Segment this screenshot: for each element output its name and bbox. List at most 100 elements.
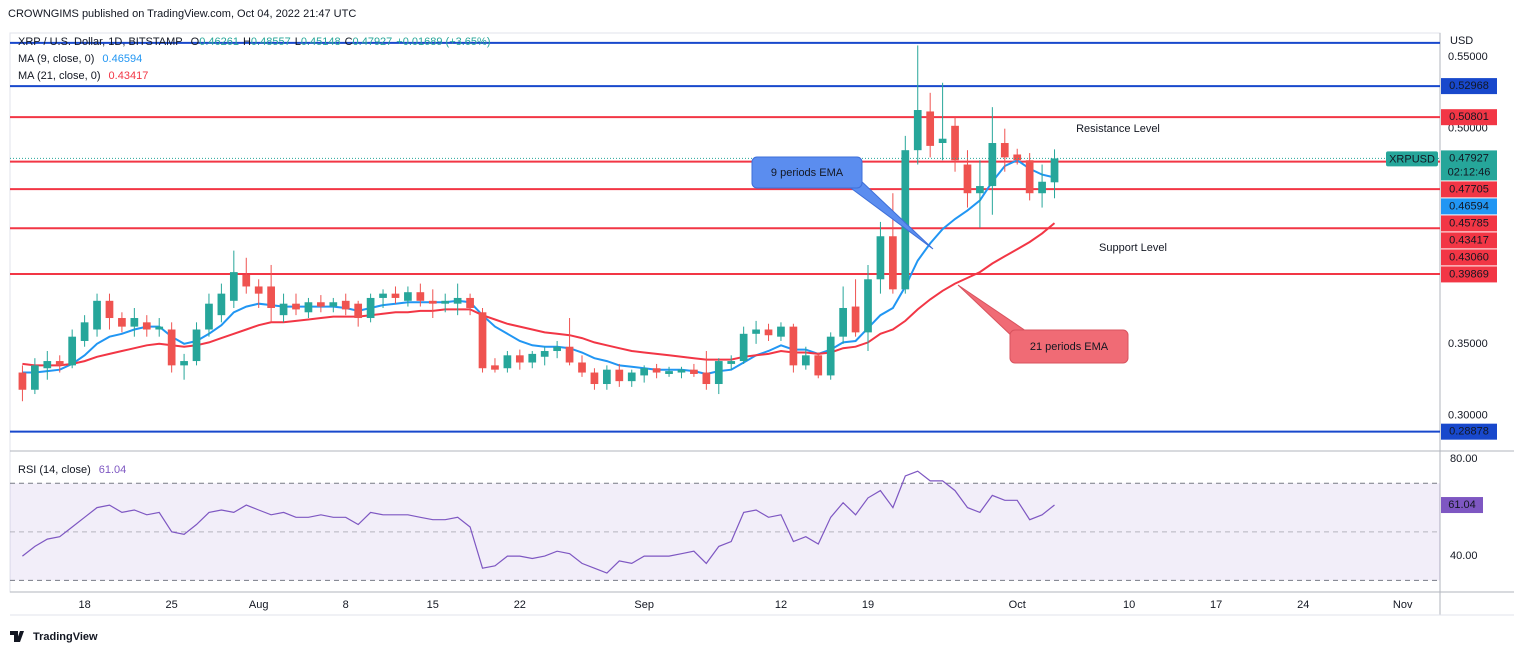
rsi-legend-value: 61.04 <box>99 464 127 476</box>
candle-body <box>901 150 910 290</box>
candle-body <box>739 333 748 362</box>
candle-body <box>1050 158 1059 183</box>
candle-body <box>205 303 213 330</box>
candle-body <box>441 300 450 304</box>
ohlc-value: 0.46261 <box>199 36 239 48</box>
candle-body <box>528 353 537 363</box>
ohlc-prefix: L <box>295 36 301 48</box>
ma-legend-value: 0.43417 <box>109 70 149 82</box>
annotation: Support Level <box>1099 242 1167 254</box>
candle-body <box>105 300 114 319</box>
candle-body <box>926 111 935 146</box>
candle-body <box>478 312 487 369</box>
price-tag-countdown: 02:12:46 <box>1448 166 1491 178</box>
candle-body <box>428 300 437 304</box>
level-tag <box>1441 266 1497 283</box>
ma-legend-name: MA (9, close, 0) <box>18 53 94 65</box>
candle-body <box>951 125 959 161</box>
candle-body <box>118 318 126 327</box>
level-tag <box>1441 198 1497 215</box>
candle-body <box>130 318 139 327</box>
candle-body <box>93 300 101 330</box>
currency-label: USD <box>1450 35 1473 47</box>
publish-header: CROWNGIMS published on TradingView.com, … <box>8 8 356 20</box>
x-tick-label: Sep <box>634 599 654 611</box>
candle-body <box>180 361 188 366</box>
ohlc-prefix: H <box>243 36 251 48</box>
level-tag <box>1441 423 1497 440</box>
candle-body <box>1000 143 1009 158</box>
x-tick-label: 25 <box>166 599 178 611</box>
candle-body <box>851 306 860 333</box>
candle-body <box>764 329 773 336</box>
candle-body <box>565 346 574 363</box>
candle-body <box>777 326 785 337</box>
candle-body <box>317 302 325 307</box>
x-tick-label: 17 <box>1210 599 1222 611</box>
candle-body <box>279 303 288 316</box>
symbol-tag-label: XRPUSD <box>1389 153 1435 165</box>
rsi-tag-label: 61.04 <box>1448 499 1476 511</box>
candle-body <box>801 355 810 366</box>
rsi-tick-label: 80.00 <box>1450 453 1478 465</box>
candle-body <box>702 372 711 385</box>
candle-body <box>18 372 27 390</box>
candle-body <box>80 322 89 341</box>
candle-body <box>1013 154 1022 161</box>
candle-body <box>267 286 275 308</box>
x-tick-label: 8 <box>343 599 349 611</box>
level-tag-label: 0.43417 <box>1449 234 1489 246</box>
ohlc-legend: XRP / U.S. Dollar, 1D, BITSTAMP O0.46261 H… <box>18 36 490 48</box>
candle-body <box>553 346 561 352</box>
candle-body <box>714 361 723 385</box>
x-tick-label: 10 <box>1123 599 1135 611</box>
y-tick-label: 0.55000 <box>1448 51 1488 63</box>
x-tick-label: 22 <box>514 599 526 611</box>
candle-body <box>864 279 872 333</box>
x-tick-label: 12 <box>775 599 787 611</box>
logo-dot <box>19 631 23 635</box>
x-tick-label: 15 <box>427 599 439 611</box>
y-tick-label: 0.35000 <box>1448 338 1488 350</box>
symbol-name: XRP / U.S. Dollar, 1D, BITSTAMP <box>18 36 183 48</box>
candle-body <box>229 272 238 301</box>
candle-body <box>814 355 823 376</box>
level-tag <box>1441 232 1497 249</box>
level-tag <box>1441 181 1497 198</box>
candle-body <box>590 372 599 385</box>
symbol-tag <box>1386 151 1438 167</box>
x-tick-label: 24 <box>1297 599 1309 611</box>
callout-box <box>751 156 863 189</box>
callout-text: 9 periods EMA <box>771 167 844 179</box>
callout-box <box>1009 329 1129 364</box>
candle-body <box>354 303 363 319</box>
rsi-tick-label: 40.00 <box>1450 550 1478 562</box>
price-tag <box>1441 150 1497 181</box>
ohlc-value: 0.47927 <box>353 36 393 48</box>
candle-body <box>640 368 649 376</box>
level-tag-label: 0.39869 <box>1449 268 1489 280</box>
ohlc-value: 0.48557 <box>251 36 291 48</box>
tradingview-logo <box>10 631 24 642</box>
rsi-legend-name: RSI (14, close) <box>18 464 91 476</box>
candle-body <box>55 361 64 366</box>
candle-body <box>292 303 300 310</box>
candle-body <box>963 164 972 194</box>
candle-body <box>31 365 39 390</box>
candle-body <box>142 322 151 330</box>
candle-body <box>627 372 636 382</box>
candle-body <box>453 297 462 304</box>
candle-body <box>976 186 984 194</box>
candle-body <box>938 138 947 144</box>
ohlc-prefix: O <box>191 36 200 48</box>
x-tick-label: Nov <box>1393 599 1413 611</box>
candle-body <box>167 329 176 366</box>
candle-body <box>155 326 164 330</box>
candle-body <box>329 302 338 307</box>
candle-body <box>404 292 412 301</box>
candle-body <box>254 286 263 294</box>
level-tag <box>1441 78 1497 95</box>
candle-body <box>43 361 52 369</box>
candle-body <box>826 336 835 376</box>
